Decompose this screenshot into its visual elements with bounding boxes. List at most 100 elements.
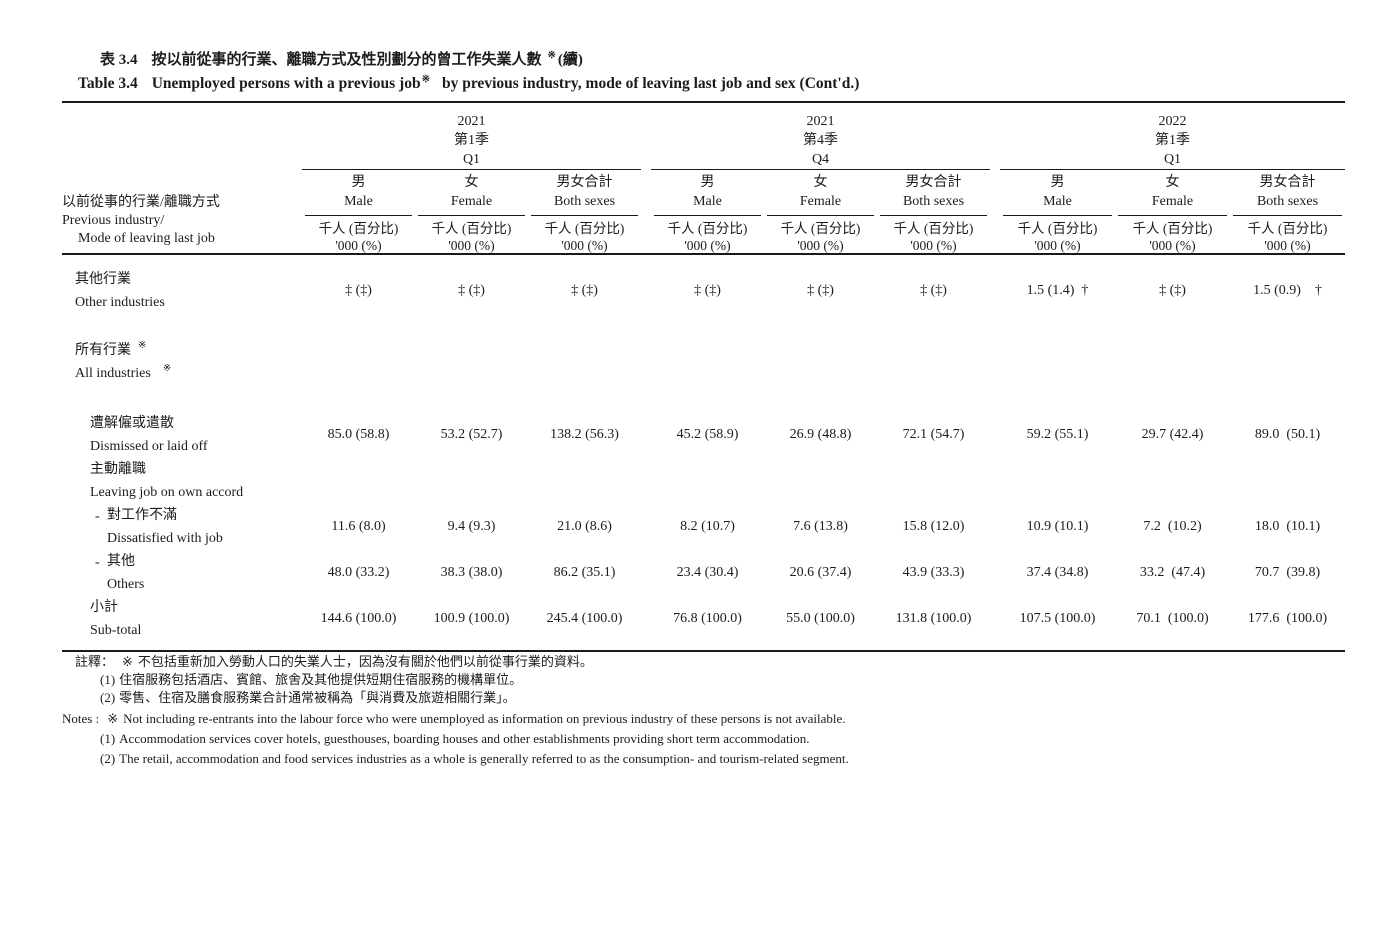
- note-line: (2) The retail, accommodation and food s…: [62, 751, 849, 767]
- value-cell: 7.2 (10.2): [1143, 519, 1202, 534]
- quarter-group-2021q4: 2021 第4季 Q4 男 Male 女 Female 男女合計 Both sexes…: [651, 103, 990, 253]
- unit-header: 千人 (百分比) '000 (%): [318, 221, 399, 253]
- value-cell: ‡ (‡): [807, 283, 834, 298]
- unit-header-row: 千人 (百分比) '000 (%) 千人 (百分比) '000 (%) 千人 (百分…: [302, 216, 641, 254]
- stub-header-en1: Previous industry/: [62, 213, 165, 228]
- note-text: 零售、住宿及膳食服務業合計通常被稱為「與消費及旅遊相關行業」。: [119, 690, 516, 705]
- unit-header: 千人 (百分比) '000 (%): [780, 221, 861, 253]
- unit-header: 千人 (百分比) '000 (%): [667, 221, 748, 253]
- dash-bullet: -: [95, 509, 100, 524]
- table-body: 其他行業 Other industries ‡ (‡) ‡ (‡) ‡ (‡) …: [62, 268, 1345, 652]
- value-cell: 20.6 (37.4): [789, 565, 852, 580]
- sex-header-row: 男 Male 女 Female 男女合計 Both sexes: [651, 170, 990, 216]
- column-gap: [990, 103, 1000, 253]
- value-cell: 70.7 (39.8): [1254, 565, 1321, 580]
- value-cell: 86.2 (35.1): [553, 565, 616, 580]
- note-number: (2): [100, 690, 116, 705]
- unit-header: 千人 (百分比) '000 (%): [893, 221, 974, 253]
- stub-header-zh: 以前從事的行業/離職方式: [62, 194, 220, 210]
- value-cell: 76.8 (100.0): [673, 611, 742, 626]
- value-cell: 107.5 (100.0): [1019, 611, 1096, 626]
- value-cell: 11.6 (8.0): [331, 519, 386, 534]
- note-line: (1) 住宿服務包括酒店、賓館、旅舍及其他提供短期住宿服務的機構單位。: [62, 672, 593, 688]
- row-label-en: Sub-total: [90, 623, 142, 638]
- reference-mark: ※: [421, 73, 430, 85]
- unit-header: 千人 (百分比) '000 (%): [1017, 221, 1098, 253]
- quarter-group-2021q1: 2021 第1季 Q1 男 Male 女 Female 男女合計 Both sexes…: [302, 103, 641, 253]
- value-cell: 23.4 (30.4): [676, 565, 739, 580]
- value-cell: ‡ (‡): [571, 283, 598, 298]
- value-cell: 18.0 (10.1): [1254, 519, 1321, 534]
- note-text: 不包括重新加入勞動人口的失業人士，因為沒有關於他們以前從事行業的資料。: [137, 654, 593, 669]
- note-line: 註釋： ※ 不包括重新加入勞動人口的失業人士，因為沒有關於他們以前從事行業的資料…: [62, 654, 593, 670]
- quarter-year: 2021: [457, 114, 486, 129]
- row-label-en: Dissatisfied with job: [107, 531, 223, 546]
- value-cell: 8.2 (10.7): [680, 519, 735, 534]
- value-cell: 9.4 (9.3): [447, 519, 496, 534]
- sex-header-both: 男女合計 Both sexes: [880, 170, 987, 216]
- value-cell: 177.6 (100.0): [1247, 611, 1328, 626]
- note-line: (1) Accommodation services cover hotels,…: [62, 731, 849, 747]
- row-label: 主動離職 Leaving job on own accord: [62, 458, 302, 504]
- value-cell: 131.8 (100.0): [895, 611, 972, 626]
- quarter-zh: 第4季: [803, 133, 838, 148]
- note-number: (1): [100, 672, 116, 687]
- unit-header-row: 千人 (百分比) '000 (%) 千人 (百分比) '000 (%) 千人 (百分…: [651, 216, 990, 254]
- value-cell: 43.9 (33.3): [902, 565, 965, 580]
- value-cell: 53.2 (52.7): [440, 427, 503, 442]
- value-cell: 33.2 (47.4): [1139, 565, 1206, 580]
- table-title-zh: 表 3.4 按以前從事的行業、離職方式及性別劃分的曾工作失業人數 ※ (續): [78, 50, 859, 70]
- table-row-other-industries: 其他行業 Other industries ‡ (‡) ‡ (‡) ‡ (‡) …: [62, 268, 1345, 314]
- sex-header-male: 男 Male: [305, 170, 412, 216]
- table-title-en-suffix: by previous industry, mode of leaving la…: [441, 75, 860, 92]
- value-cell: 72.1 (54.7): [902, 427, 965, 442]
- value-cell: 245.4 (100.0): [546, 611, 623, 626]
- reference-mark: ※: [122, 654, 133, 669]
- value-cell: 144.6 (100.0): [320, 611, 397, 626]
- value-cell: ‡ (‡): [920, 283, 947, 298]
- notes-label-zh: 註釋：: [75, 654, 115, 669]
- value-cell: ‡ (‡): [694, 283, 721, 298]
- reference-mark: ※: [138, 340, 147, 352]
- table-title-zh-suffix: (續): [557, 52, 583, 68]
- row-label-en: Others: [107, 577, 145, 592]
- sex-header-female: 女 Female: [767, 170, 874, 216]
- row-label: - 其他 Others: [62, 550, 302, 596]
- reference-mark: ※: [107, 711, 119, 726]
- row-label-zh: 對工作不滿: [107, 508, 177, 523]
- table-row-others: - 其他 Others 48.0 (33.2) 38.3 (38.0) 86.2…: [62, 550, 1345, 596]
- notes-zh: 註釋： ※ 不包括重新加入勞動人口的失業人士，因為沒有關於他們以前從事行業的資料…: [62, 654, 593, 706]
- quarter-en: Q1: [462, 152, 481, 167]
- table-row-dismissed: 遭解僱或遣散 Dismissed or laid off 85.0 (58.8)…: [62, 412, 1345, 458]
- value-cell: 59.2 (55.1): [1026, 427, 1089, 442]
- row-label-zh: 所有行業 ※: [75, 340, 147, 358]
- unit-header: 千人 (百分比) '000 (%): [1247, 221, 1328, 253]
- table-row-subtotal: 小計 Sub-total 144.6 (100.0) 100.9 (100.0)…: [62, 596, 1345, 642]
- value-cell: 21.0 (8.6): [557, 519, 612, 534]
- statistics-table: 以前從事的行業/離職方式 Previous industry/ Mode of …: [62, 101, 1345, 652]
- row-label-en: Dismissed or laid off: [90, 439, 208, 454]
- note-line: Notes : ※ Not including re-entrants into…: [62, 711, 849, 727]
- subheader-leaving-job: 主動離職 Leaving job on own accord: [62, 458, 1345, 504]
- unit-header-row: 千人 (百分比) '000 (%) 千人 (百分比) '000 (%) 千人 (百分…: [1000, 216, 1345, 254]
- row-label-en: Leaving job on own accord: [90, 485, 244, 500]
- sex-header-male: 男 Male: [654, 170, 761, 216]
- quarter-en: Q4: [811, 152, 830, 167]
- value-cell: 1.5 (1.4) †: [1026, 283, 1089, 298]
- sex-header-row: 男 Male 女 Female 男女合計 Both sexes: [1000, 170, 1345, 216]
- value-cell: 89.0 (50.1): [1254, 427, 1321, 442]
- value-cell: 138.2 (56.3): [550, 427, 619, 442]
- reference-mark: ※: [162, 363, 172, 375]
- value-cell: 29.7 (42.4): [1141, 427, 1204, 442]
- value-cell: 37.4 (34.8): [1026, 565, 1089, 580]
- table-title-en: Table 3.4 Unemployed persons with a previ…: [78, 73, 859, 95]
- row-label-en: All industries ※: [75, 363, 172, 381]
- stub-header: 以前從事的行業/離職方式 Previous industry/ Mode of …: [62, 103, 302, 253]
- sex-header-female: 女 Female: [418, 170, 525, 216]
- value-cell: 70.1 (100.0): [1136, 611, 1209, 626]
- row-label-zh: 小計: [90, 600, 118, 615]
- row-label: - 對工作不滿 Dissatisfied with job: [62, 504, 302, 550]
- quarter-header: 2022 第1季 Q1: [1000, 103, 1345, 170]
- sex-header-both: 男女合計 Both sexes: [531, 170, 638, 216]
- value-cell: ‡ (‡): [1159, 283, 1186, 298]
